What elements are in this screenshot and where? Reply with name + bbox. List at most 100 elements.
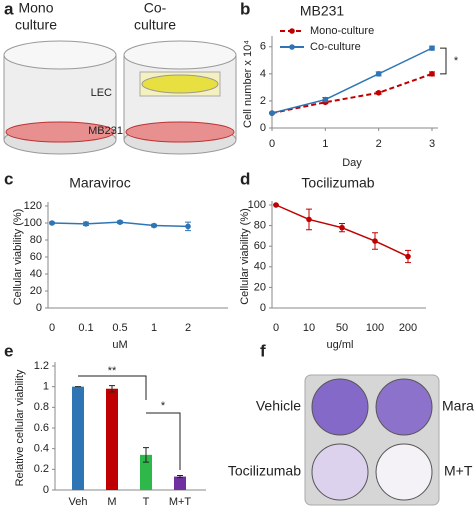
x-tick-label: 1 [151, 322, 157, 334]
panel-label: e [4, 341, 13, 360]
label: culture [134, 17, 176, 33]
y-tick-label: 1.2 [34, 360, 49, 372]
chart-title: Tocilizumab [301, 175, 374, 191]
point [269, 110, 275, 116]
y-tick-label: 0.4 [34, 443, 49, 455]
y-tick-label: 60 [30, 251, 42, 263]
well-label: Maraviroc [442, 398, 474, 414]
panel-label: b [240, 0, 250, 18]
x-tick-label: 50 [336, 322, 348, 334]
x-axis-label: Day [342, 157, 362, 169]
y-axis-label: Cellular viability (%) [12, 209, 24, 306]
x-tick-label: 100 [366, 322, 384, 334]
y-tick-label: 120 [24, 200, 42, 212]
well [311, 443, 369, 501]
point [429, 45, 435, 51]
well-label: M+T [444, 463, 473, 479]
point [339, 224, 345, 231]
x-tick-label: 0.1 [78, 322, 93, 334]
x-axis-label: uM [112, 339, 127, 351]
y-tick-label: 20 [30, 285, 42, 297]
dish-co [123, 40, 237, 155]
y-tick-label: 40 [30, 268, 42, 280]
point [151, 222, 157, 229]
y-tick-label: 2 [260, 95, 266, 107]
panel-f: f Vehicle Maraviroc Tocilizumab M+T [228, 341, 474, 506]
x-tick-label: 0 [273, 322, 279, 334]
panel-label: d [240, 169, 250, 188]
y-axis-label: Cellular viability (%) [239, 208, 251, 305]
bar [106, 388, 118, 490]
x-tick-label: Veh [69, 496, 88, 506]
annotation: ** [108, 365, 117, 377]
legend-label: Mono-culture [310, 25, 374, 37]
x-tick-label: 2 [376, 138, 382, 150]
point [375, 90, 382, 96]
chart-title: MB231 [300, 3, 345, 19]
x-tick-label: 2 [185, 322, 191, 334]
y-axis-label: Cell number x 10⁴ [242, 40, 254, 128]
x-axis-label: ug/ml [327, 339, 354, 351]
point [83, 221, 89, 227]
well [375, 443, 433, 501]
legend-marker [289, 28, 295, 34]
x-tick-label: M+T [169, 496, 192, 506]
bracket [78, 375, 147, 400]
panel-label: c [4, 169, 13, 188]
legend-label: Co-culture [310, 41, 361, 53]
y-tick-label: 40 [254, 261, 266, 273]
point [49, 220, 55, 226]
x-tick-label: M [107, 496, 116, 506]
line [271, 47, 433, 114]
point [117, 219, 123, 225]
y-tick-label: 6 [260, 41, 266, 53]
x-tick-label: 0 [49, 322, 55, 334]
panel-label: a [4, 0, 14, 18]
bar [174, 476, 186, 490]
point [306, 216, 312, 223]
point [375, 71, 382, 77]
point [322, 96, 329, 103]
bar [140, 454, 152, 490]
x-tick-label: 200 [399, 322, 417, 334]
well-label: Tocilizumab [228, 463, 301, 479]
x-tick-label: 10 [303, 322, 315, 334]
error-bar [109, 385, 115, 393]
well [311, 378, 369, 436]
error-bar [143, 447, 149, 463]
line [271, 72, 433, 115]
y-axis-label: Relative cellular viability [14, 369, 26, 486]
point [185, 223, 191, 230]
y-tick-label: 0.6 [34, 422, 49, 434]
well-label: Vehicle [256, 398, 301, 414]
label: Mono [18, 0, 53, 16]
y-tick-label: 80 [254, 220, 266, 232]
legend-marker [289, 44, 295, 50]
bracket [146, 412, 181, 470]
chart-title: Maraviroc [69, 175, 130, 191]
panel-label: f [260, 341, 266, 360]
label: culture [15, 17, 57, 33]
y-tick-label: 0 [36, 302, 42, 314]
x-tick-label: 0.5 [112, 322, 127, 334]
y-tick-label: 20 [254, 281, 266, 293]
y-tick-label: 100 [248, 199, 266, 211]
annotation: * [454, 55, 459, 67]
y-tick-label: 4 [260, 68, 266, 80]
y-tick-label: 0 [43, 484, 49, 496]
panel-a: a Mono culture Co- culture LEC MB231 [3, 0, 237, 155]
error-bar [177, 475, 183, 479]
y-tick-label: 0 [260, 302, 266, 314]
point [372, 238, 378, 244]
y-tick-label: 0 [260, 122, 266, 134]
y-tick-label: 0.2 [34, 463, 49, 475]
y-tick-label: 80 [30, 234, 42, 246]
point [273, 202, 279, 208]
dish-mono [3, 40, 117, 155]
x-tick-label: T [143, 496, 150, 506]
y-tick-label: 100 [24, 217, 42, 229]
x-tick-label: 1 [322, 138, 328, 150]
y-tick-label: 1 [43, 381, 49, 393]
label: Co- [144, 0, 167, 16]
